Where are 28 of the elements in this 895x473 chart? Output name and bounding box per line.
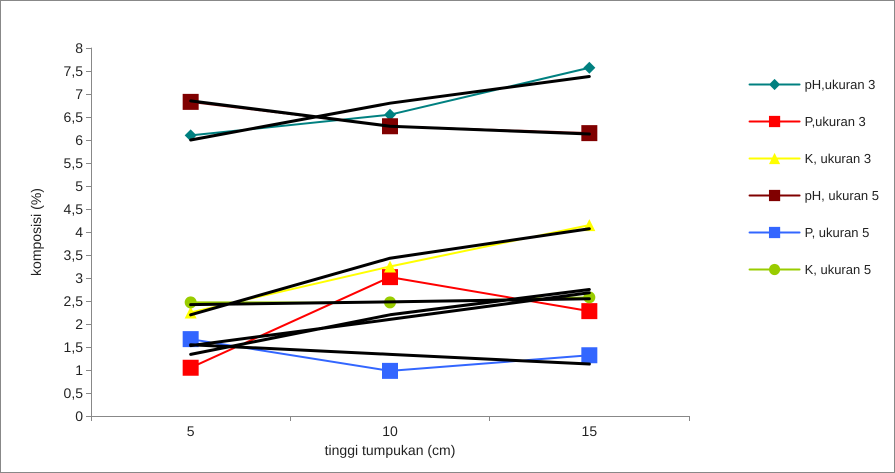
y-axis-title: komposisi (%) (28, 188, 44, 276)
y-tick-label: 6 (75, 132, 84, 148)
y-tick-label: 5 (75, 178, 84, 194)
y-tick-label: 1 (75, 362, 84, 378)
y-tick-label: 8 (75, 40, 84, 56)
y-tick-label: 1,5 (64, 339, 84, 355)
y-tick-label: 5,5 (64, 155, 84, 171)
legend-label: P,ukuran 3 (804, 114, 866, 129)
legend-label: P, ukuran 5 (804, 225, 870, 240)
legend-label: K, ukuran 5 (804, 262, 872, 277)
x-tick-label: 10 (382, 423, 398, 439)
legend-label: pH, ukuran 5 (804, 188, 880, 203)
y-tick-label: 0 (75, 408, 84, 424)
y-tick-label: 4 (75, 224, 84, 240)
x-axis-title: tinggi tumpukan (cm) (324, 442, 456, 458)
legend-label: pH,ukuran 3 (804, 77, 876, 92)
y-tick-label: 7,5 (64, 63, 84, 79)
y-tick-label: 2,5 (64, 293, 84, 309)
x-tick-label: 15 (582, 423, 598, 439)
y-tick-label: 6,5 (64, 109, 84, 125)
y-tick-label: 3,5 (64, 247, 84, 263)
x-tick-label: 5 (186, 423, 195, 439)
y-tick-label: 2 (75, 316, 84, 332)
legend-label: K, ukuran 3 (804, 151, 872, 166)
y-tick-label: 4,5 (64, 201, 84, 217)
y-tick-label: 7 (75, 86, 84, 102)
y-tick-label: 0,5 (64, 385, 84, 401)
y-tick-label: 3 (75, 270, 84, 286)
